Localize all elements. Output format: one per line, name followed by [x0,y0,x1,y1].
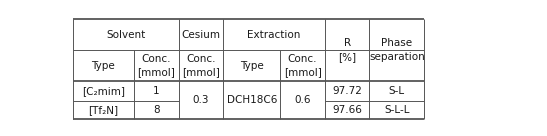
Text: Conc.
[mmol]: Conc. [mmol] [284,54,322,77]
Text: R
[%]: R [%] [338,38,356,62]
Text: 8: 8 [153,105,160,115]
Text: 97.72: 97.72 [332,86,362,96]
Text: 97.66: 97.66 [332,105,362,115]
Text: S-L-L: S-L-L [384,105,410,115]
Text: 0.3: 0.3 [193,95,209,105]
Text: [Tf₂N]: [Tf₂N] [88,105,118,115]
Text: Conc.
[mmol]: Conc. [mmol] [182,54,220,77]
Text: Type: Type [240,61,264,71]
Text: Conc.
[mmol]: Conc. [mmol] [137,54,175,77]
Text: Type: Type [91,61,115,71]
Text: [C₂mim]: [C₂mim] [82,86,125,96]
Text: S-L: S-L [389,86,405,96]
Text: Solvent: Solvent [106,30,146,40]
Text: Extraction: Extraction [247,30,301,40]
Text: DCH18C6: DCH18C6 [226,95,277,105]
Text: Cesium: Cesium [182,30,220,40]
Text: Phase
separation: Phase separation [369,38,425,62]
Text: 0.6: 0.6 [294,95,311,105]
Text: 1: 1 [153,86,160,96]
